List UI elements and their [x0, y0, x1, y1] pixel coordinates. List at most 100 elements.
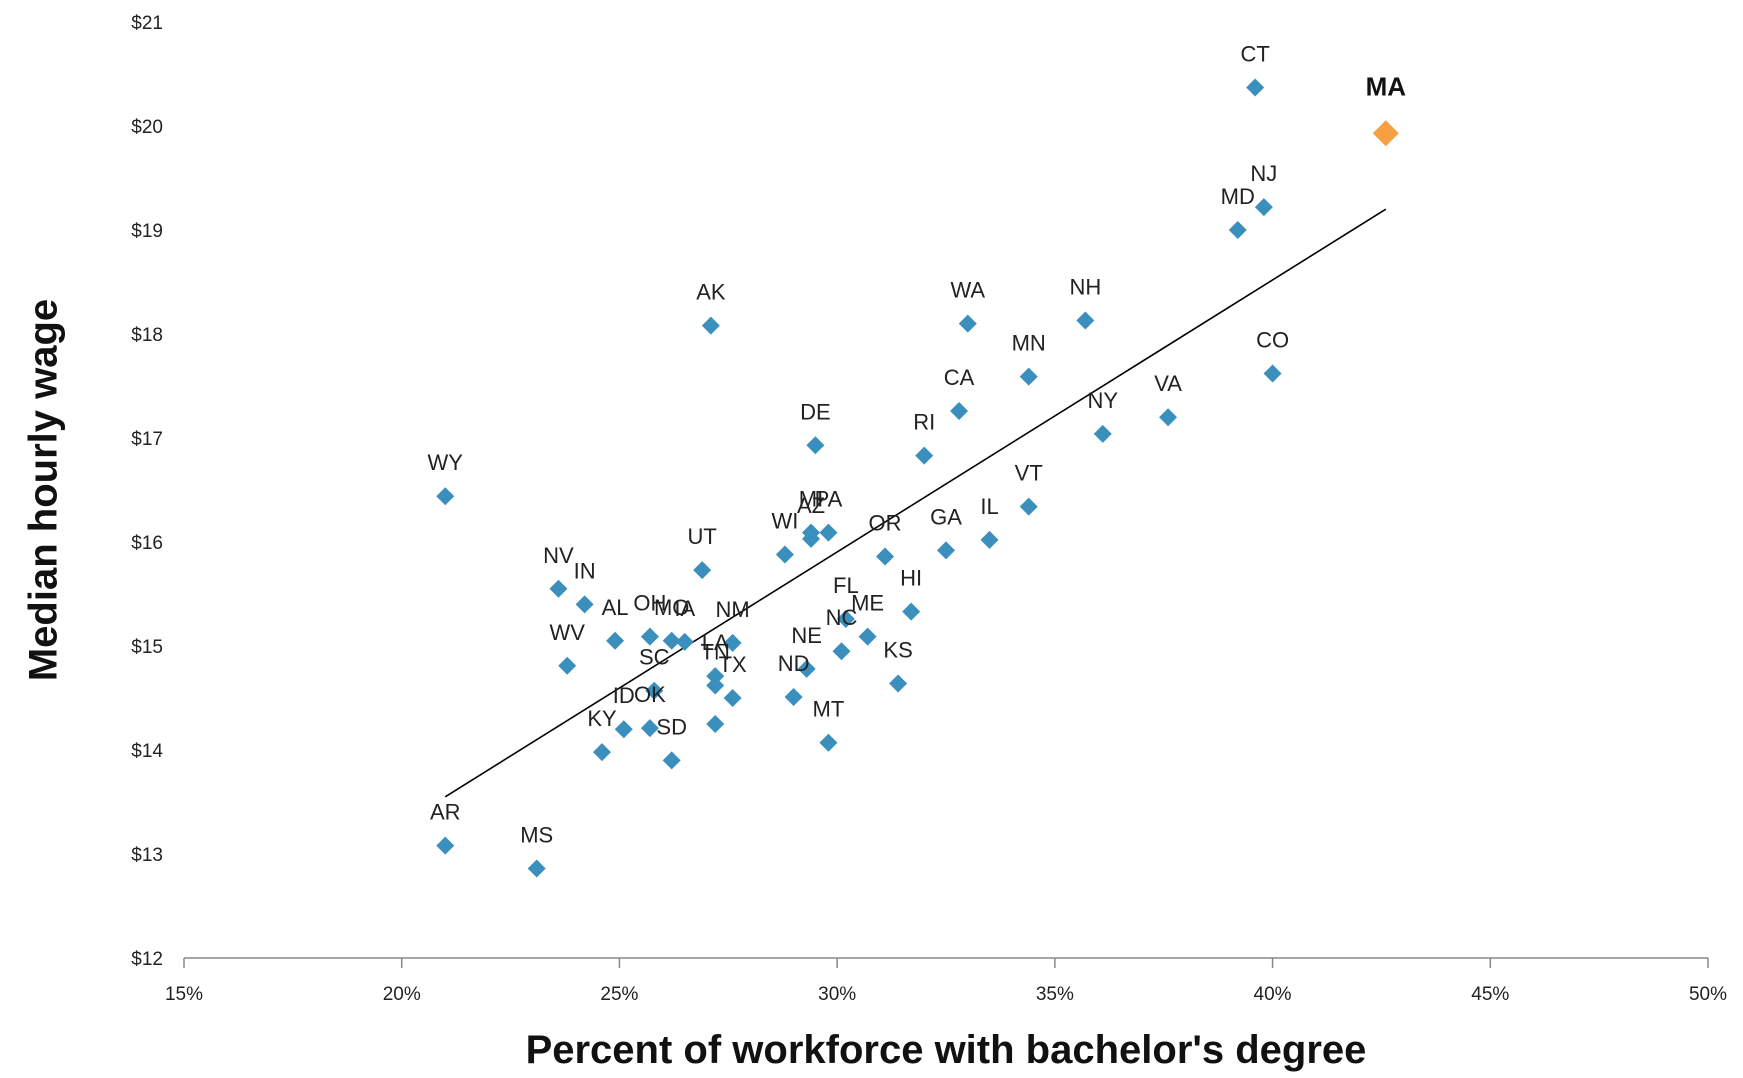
data-point	[676, 633, 694, 651]
data-point	[724, 689, 742, 707]
data-point-label: TN	[701, 640, 730, 665]
data-point	[915, 447, 933, 465]
data-point	[1020, 368, 1038, 386]
data-point	[436, 837, 454, 855]
data-point-label: NY	[1087, 388, 1118, 413]
data-point	[937, 541, 955, 559]
data-point	[702, 317, 720, 335]
data-point-label: VT	[1015, 461, 1043, 486]
data-point-label: AL	[602, 595, 629, 620]
data-point-label: HI	[900, 566, 922, 591]
data-points: CTMANJMDWA NHAKCOMNCA VANYDE RIWY VTMIPAAZ IL…	[428, 42, 1407, 878]
data-point	[706, 715, 724, 733]
data-point-label: IL	[980, 494, 998, 519]
data-point	[1094, 425, 1112, 443]
x-tick-label: 40%	[1254, 984, 1292, 1005]
data-point-label: MN	[1012, 331, 1046, 356]
y-tick-label: $13	[131, 845, 163, 866]
x-tick-label: 50%	[1689, 984, 1727, 1005]
data-point	[558, 657, 576, 675]
data-point-label: NM	[716, 597, 750, 622]
data-point-label: CO	[1256, 328, 1289, 353]
data-point-label: NV	[543, 543, 574, 568]
data-point-label: AR	[430, 800, 461, 825]
data-point	[785, 688, 803, 706]
data-point	[806, 436, 824, 454]
data-point-label: WA	[950, 278, 985, 303]
data-point-label: IN	[574, 558, 596, 583]
data-point-label: NE	[791, 623, 822, 648]
data-point-label: VA	[1154, 371, 1182, 396]
data-point-label: WY	[428, 450, 464, 475]
data-point-label: OK	[634, 682, 666, 707]
data-point	[641, 628, 659, 646]
x-axis: 15% 20% 25% 30% 35% 40% 45% 50%	[165, 958, 1727, 1005]
y-tick-label: $20	[131, 117, 163, 138]
y-tick-label: $19	[131, 221, 163, 242]
data-point	[615, 720, 633, 738]
data-point	[1246, 79, 1264, 97]
data-point-label: KY	[587, 706, 617, 731]
data-point-label: UT	[687, 524, 716, 549]
y-tick-label: $21	[131, 13, 163, 34]
data-point	[706, 677, 724, 695]
data-point	[1020, 498, 1038, 516]
data-point-label: NH	[1069, 274, 1101, 299]
data-point-label: SC	[639, 645, 670, 670]
data-point	[859, 628, 877, 646]
data-point-label: MT	[813, 697, 845, 722]
data-point-label: OR	[869, 511, 902, 536]
data-point	[693, 561, 711, 579]
data-point	[606, 632, 624, 650]
data-point	[1255, 198, 1273, 216]
data-point-label: GA	[930, 504, 962, 529]
data-point	[528, 860, 546, 878]
data-point	[1159, 408, 1177, 426]
data-point	[663, 751, 681, 769]
data-point-label: MD	[1221, 184, 1255, 209]
x-tick-label: 45%	[1471, 984, 1509, 1005]
data-point-label: ID	[613, 683, 635, 708]
data-point	[576, 595, 594, 613]
data-point	[959, 315, 977, 333]
y-axis-title: Median hourly wage	[22, 299, 66, 681]
data-point-label: NJ	[1250, 161, 1277, 186]
data-point	[902, 603, 920, 621]
data-point	[1264, 365, 1282, 383]
data-point	[981, 531, 999, 549]
x-tick-label: 15%	[165, 984, 203, 1005]
x-tick-label: 30%	[818, 984, 856, 1005]
data-point	[549, 580, 567, 598]
data-point-label: MA	[1366, 71, 1407, 101]
y-axis-ticks: $12 $13 $14 $15 $16 $17 $18 $19 $20 $21	[131, 13, 163, 970]
x-axis-title: Percent of workforce with bachelor's deg…	[526, 1028, 1367, 1072]
data-point-label: RI	[913, 410, 935, 435]
data-point	[832, 642, 850, 660]
data-point-label: MS	[520, 823, 553, 848]
x-ticks: 15% 20% 25% 30% 35% 40% 45% 50%	[165, 958, 1727, 1005]
x-tick-label: 25%	[600, 984, 638, 1005]
data-point	[593, 743, 611, 761]
y-tick-label: $17	[131, 429, 163, 450]
trendline	[445, 209, 1386, 797]
data-point-label: WI	[771, 508, 798, 533]
y-tick-label: $16	[131, 533, 163, 554]
data-point-label: SD	[656, 714, 687, 739]
y-tick-label: $15	[131, 637, 163, 658]
data-point	[776, 545, 794, 563]
y-tick-label: $14	[131, 741, 163, 762]
data-point-label: IA	[674, 596, 695, 621]
data-point-label: AZ	[797, 493, 825, 518]
data-point	[1229, 221, 1247, 239]
data-point-label: DE	[800, 399, 831, 424]
data-point	[889, 674, 907, 692]
data-point-label: WV	[549, 620, 585, 645]
data-point	[876, 548, 894, 566]
data-point	[436, 487, 454, 505]
data-point	[819, 734, 837, 752]
data-point	[1076, 311, 1094, 329]
x-tick-label: 20%	[383, 984, 421, 1005]
y-tick-label: $12	[131, 949, 163, 970]
data-point-label: CA	[944, 365, 975, 390]
